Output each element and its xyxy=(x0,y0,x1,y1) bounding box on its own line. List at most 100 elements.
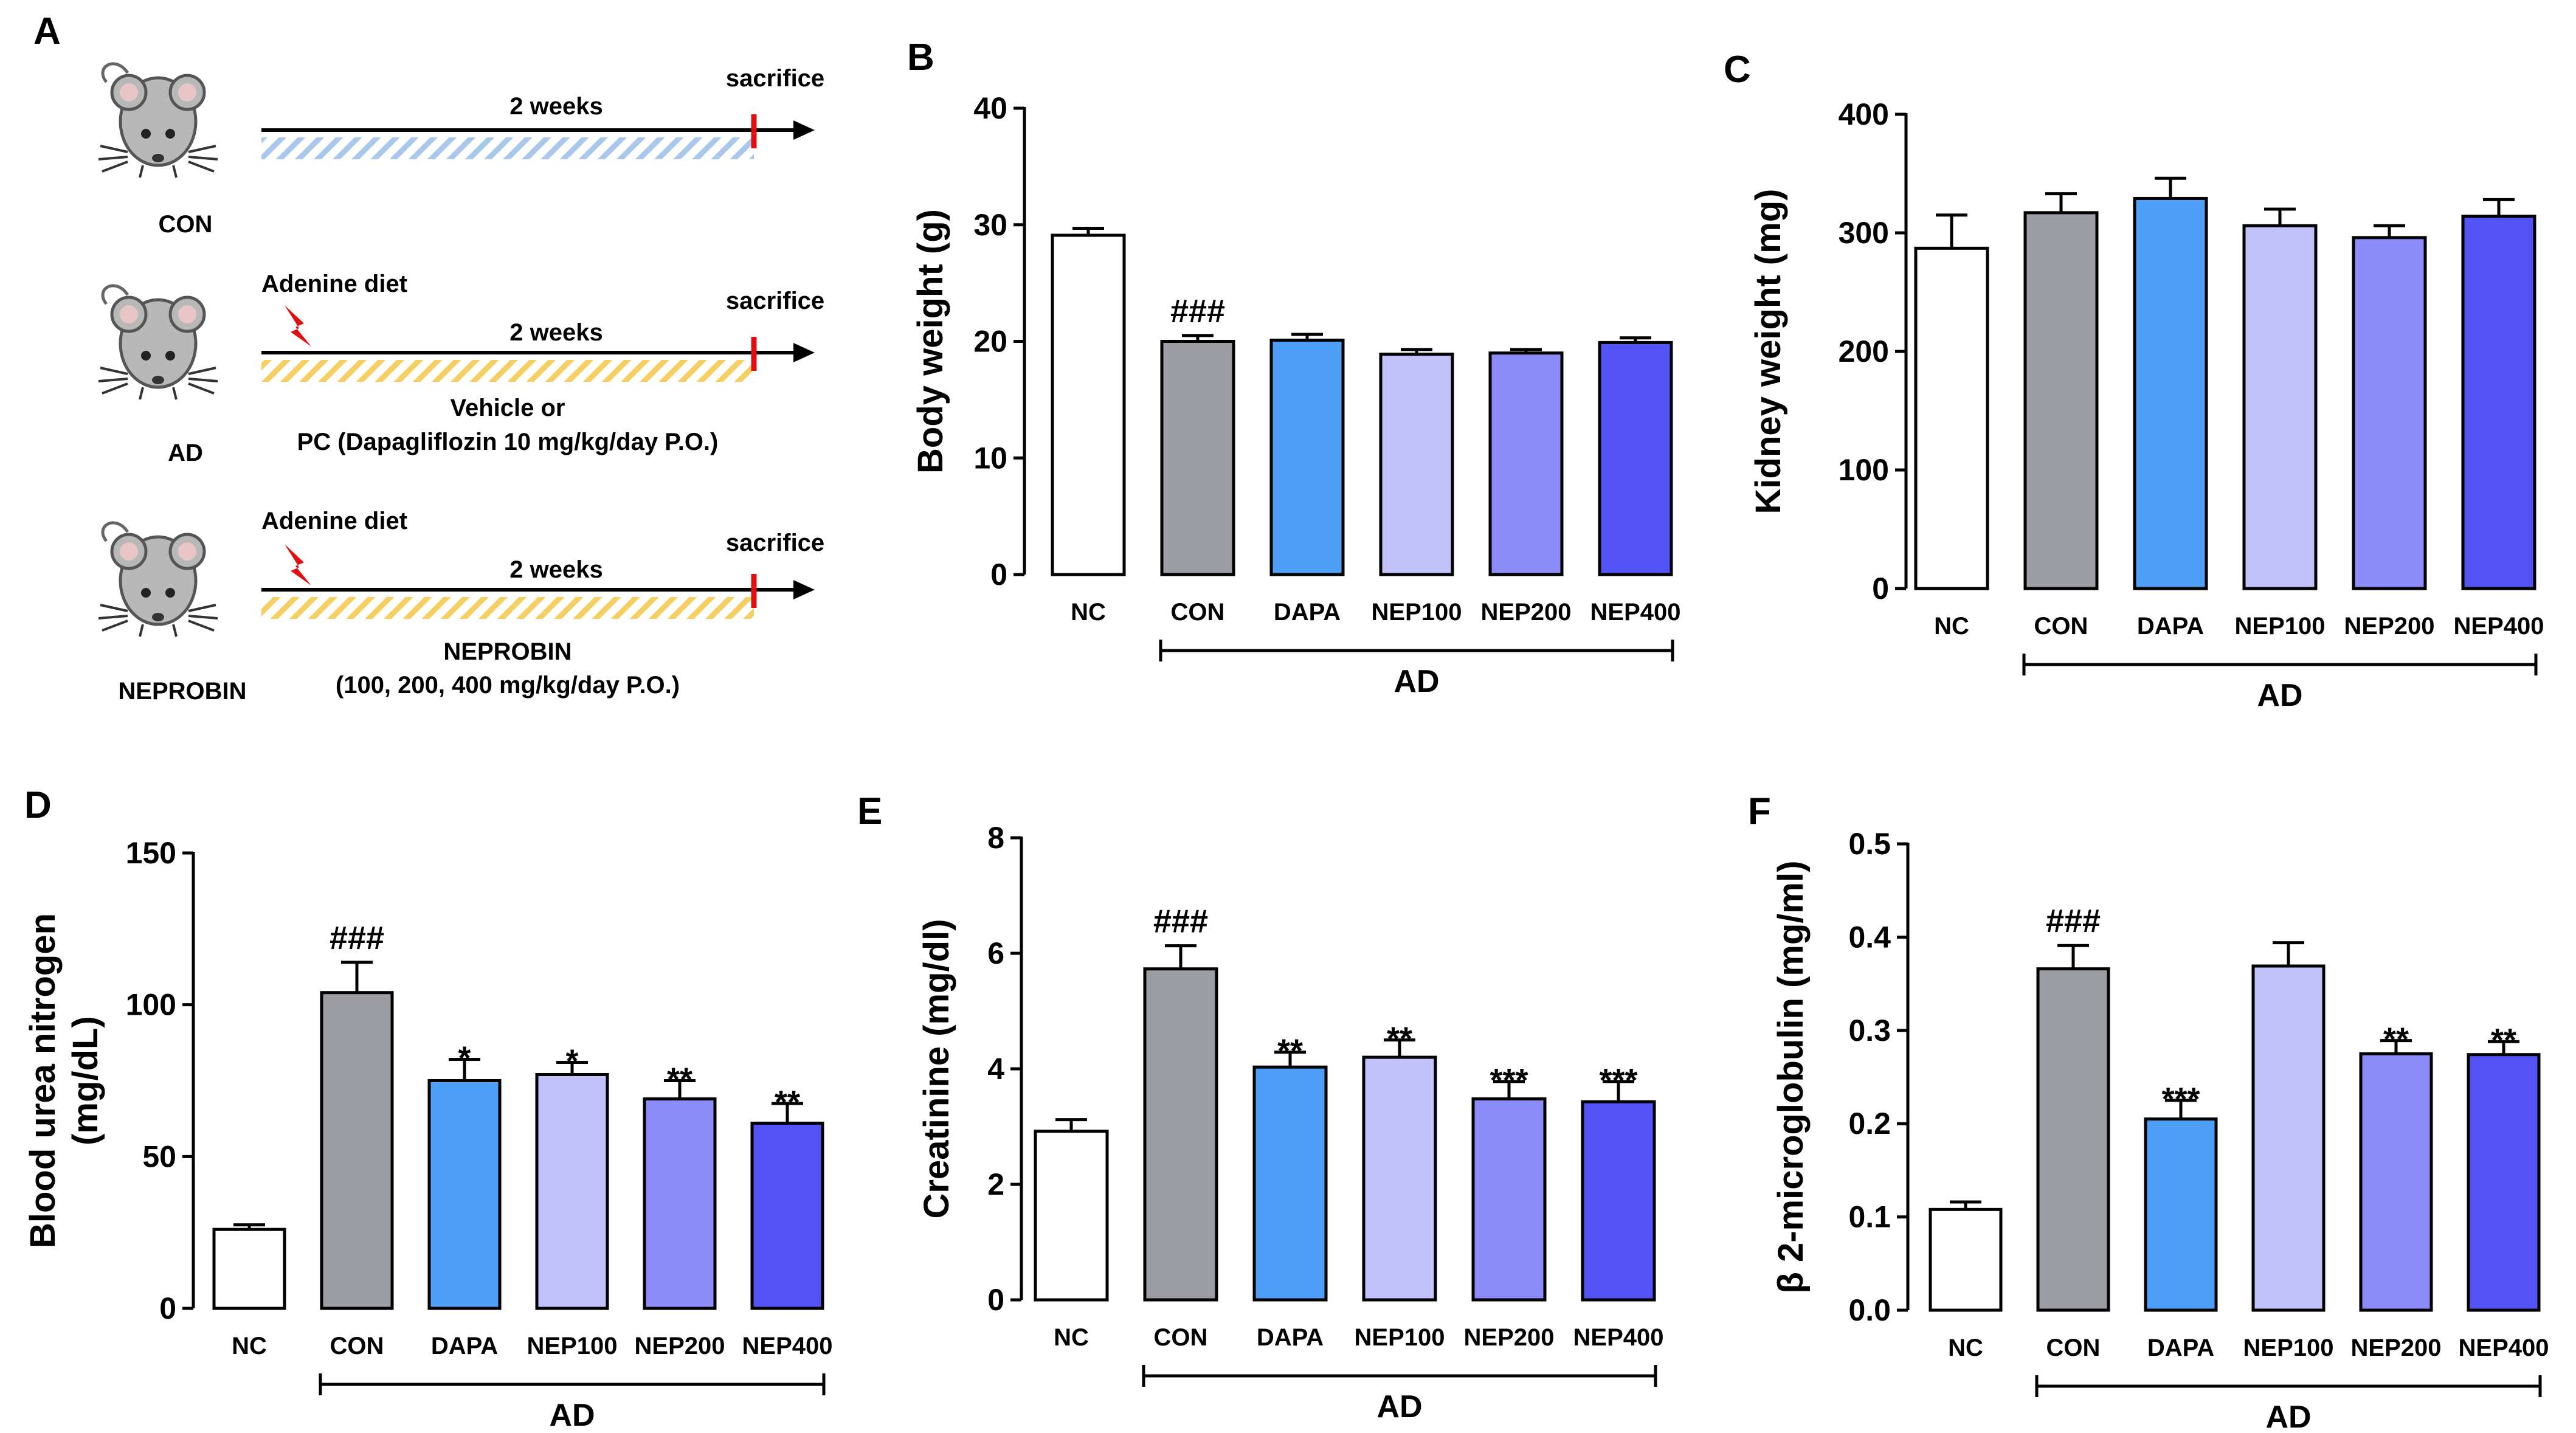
sacrifice-label: sacrifice xyxy=(726,288,824,314)
y-tick-label: 0 xyxy=(990,558,1007,592)
significance-label: ** xyxy=(667,1062,692,1098)
group-label-ad: AD xyxy=(168,440,203,466)
y-tick-label: 2 xyxy=(987,1167,1004,1201)
timeline-duration: 2 weeks xyxy=(509,556,603,583)
significance-label: ** xyxy=(1387,1021,1412,1057)
bar-nep200 xyxy=(2352,236,2427,590)
treatment-bar-hatch xyxy=(261,597,754,619)
treatment-line-2: PC (Dapagliflozin 10 mg/kg/day P.O.) xyxy=(297,429,719,455)
y-tick-label: 150 xyxy=(126,836,176,870)
x-tick-label: DAPA xyxy=(2137,613,2204,640)
bar-nep400 xyxy=(1581,1100,1656,1302)
significance-label: ### xyxy=(330,920,384,956)
group-label: AD xyxy=(2265,1400,2311,1433)
sacrifice-label: sacrifice xyxy=(726,65,824,92)
panel-a: A CON 2 weeks sacrifice AD Adenine diet … xyxy=(33,10,824,705)
x-tick-label: NEP400 xyxy=(1573,1324,1664,1351)
adenine-diet-label: Adenine diet xyxy=(261,271,407,297)
x-tick-label: NC xyxy=(1934,613,1969,640)
group-label-con: CON xyxy=(159,211,213,238)
bar-nep100 xyxy=(1362,1055,1437,1302)
y-tick-label: 0 xyxy=(987,1283,1004,1317)
significance-label: ** xyxy=(2491,1022,2516,1058)
significance-label: ### xyxy=(1170,293,1225,330)
bar-dapa xyxy=(2133,196,2208,590)
y-axis-label-line-2: (mg/dL) xyxy=(66,1016,105,1145)
significance-label: *** xyxy=(1490,1062,1528,1099)
bar-nc xyxy=(1034,1130,1109,1302)
x-tick-label: NEP400 xyxy=(2454,613,2544,640)
group-label: AD xyxy=(2257,678,2302,713)
bar-nc xyxy=(1929,1207,2003,1312)
mouse-icon xyxy=(98,523,218,637)
y-tick-label: 4 xyxy=(987,1052,1004,1086)
y-tick-label: 300 xyxy=(1839,216,1889,250)
bar-nep100 xyxy=(2242,224,2318,590)
significance-label: ** xyxy=(775,1084,800,1121)
bar-nep400 xyxy=(750,1121,824,1310)
x-tick-label: NEP200 xyxy=(1464,1324,1555,1351)
x-tick-label: CON xyxy=(330,1333,384,1359)
sacrifice-label: sacrifice xyxy=(726,530,824,556)
y-axis-label: Creatinine (mg/dl) xyxy=(917,919,956,1218)
group-label: AD xyxy=(549,1398,595,1433)
bar-nep100 xyxy=(535,1073,609,1310)
chart-panel-b: B 0 10 20 30 40 Body weight (g) NC CON ### DAPA NEP… xyxy=(907,36,1680,699)
timeline-duration: 2 weeks xyxy=(509,319,603,346)
y-tick-label: 6 xyxy=(987,936,1004,970)
mouse-icon xyxy=(98,64,218,178)
y-tick-label: 0.2 xyxy=(1848,1107,1891,1141)
chart-panel-f: F 0.0 0.1 0.2 0.3 0.4 0.5 β 2-microglobulin (mg… xyxy=(1748,790,2549,1433)
bar-nep400 xyxy=(2461,215,2536,590)
significance-label: *** xyxy=(1599,1062,1637,1099)
y-tick-label: 30 xyxy=(973,208,1007,242)
y-tick-label: 100 xyxy=(126,988,176,1022)
timeline-arrow-icon xyxy=(793,580,815,599)
y-tick-label: 0.4 xyxy=(1848,920,1891,954)
y-tick-label: 0.5 xyxy=(1848,827,1891,861)
y-tick-label: 0 xyxy=(159,1291,176,1325)
group-label: AD xyxy=(1393,664,1439,699)
y-tick-label: 0.3 xyxy=(1848,1013,1891,1048)
panel-label: D xyxy=(24,784,52,826)
timeline-row-neprobin: NEPROBIN Adenine diet 2 weeks sacrifice … xyxy=(98,508,824,705)
bar-dapa xyxy=(1269,339,1345,576)
group-label: AD xyxy=(1376,1389,1422,1424)
x-tick-label: NEP100 xyxy=(2243,1335,2334,1361)
x-tick-label: NEP200 xyxy=(1481,599,1572,626)
bar-nep200 xyxy=(2359,1052,2433,1312)
bar-con xyxy=(2023,211,2099,590)
x-tick-label: NEP400 xyxy=(742,1333,833,1359)
x-tick-label: NC xyxy=(1948,1335,1983,1361)
lightning-icon xyxy=(285,544,311,585)
y-tick-label: 40 xyxy=(973,91,1007,125)
significance-label: ** xyxy=(2383,1021,2409,1058)
y-tick-label: 50 xyxy=(142,1139,176,1173)
treatment-line-1: NEPROBIN xyxy=(443,638,571,665)
bar-con xyxy=(1160,340,1235,576)
treatment-line-1: Vehicle or xyxy=(451,395,565,421)
timeline-arrow-icon xyxy=(793,120,815,140)
x-tick-label: NEP400 xyxy=(1590,599,1681,626)
y-tick-label: 200 xyxy=(1839,334,1889,368)
chart-panel-e: E 0 2 4 6 8 Creatinine (mg/dl) NC CON ### DAPA ** NE… xyxy=(857,790,1663,1424)
group-label-neprobin: NEPROBIN xyxy=(118,678,246,705)
y-axis-label: Body weight (g) xyxy=(911,209,950,474)
panel-label: B xyxy=(907,36,934,78)
bar-nc xyxy=(1914,246,1989,590)
y-tick-label: 10 xyxy=(973,441,1007,475)
x-tick-label: CON xyxy=(1154,1324,1208,1351)
significance-label: *** xyxy=(2161,1081,2200,1117)
chart-panel-d: D 0 50 100 150 Blood urea nitrogen (mg/dL) NC CO… xyxy=(23,784,832,1433)
x-tick-label: NC xyxy=(1071,599,1106,626)
bar-nep200 xyxy=(643,1097,717,1310)
panel-label: F xyxy=(1748,790,1771,832)
panel-label: C xyxy=(1724,49,1751,91)
x-tick-label: DAPA xyxy=(1257,1324,1324,1351)
bar-dapa xyxy=(1252,1065,1328,1302)
y-tick-label: 0 xyxy=(1872,571,1889,606)
bar-dapa xyxy=(2144,1117,2218,1312)
treatment-line-2: (100, 200, 400 mg/kg/day P.O.) xyxy=(336,672,680,699)
x-tick-label: NC xyxy=(1054,1324,1089,1351)
